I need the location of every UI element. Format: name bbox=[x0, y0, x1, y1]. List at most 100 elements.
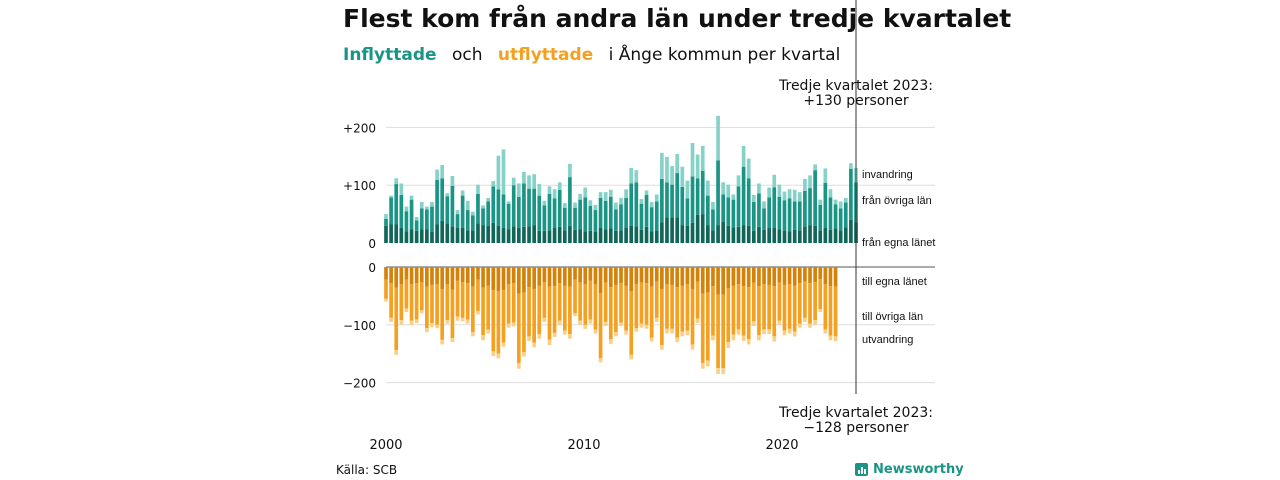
inflow-bar-egna bbox=[414, 230, 419, 243]
outflow-bar-utvandring bbox=[639, 323, 644, 328]
outflow-bar-egna bbox=[695, 267, 700, 282]
annotation-top-line2: +130 personer bbox=[803, 93, 909, 109]
inflow-bar-egna bbox=[557, 226, 562, 243]
inflow-bar-ovriga bbox=[389, 197, 393, 225]
outflow-bar-utvandring bbox=[675, 337, 680, 343]
inflow-bar-invandring bbox=[787, 189, 792, 199]
outflow-bar-egna bbox=[782, 267, 787, 285]
chart-subtitle: Inflyttade och utflyttade i Ånge kommun … bbox=[343, 45, 850, 65]
inflow-bar-invandring bbox=[598, 192, 603, 198]
inflow-bar-invandring bbox=[404, 206, 409, 212]
inflow-bar-egna bbox=[803, 226, 807, 243]
outflow-bar-egna bbox=[660, 267, 664, 289]
outflow-bar-utvandring bbox=[629, 354, 634, 360]
source-note: Källa: SCB bbox=[336, 463, 398, 477]
outflow-bar-ovriga bbox=[552, 286, 557, 333]
outflow-bar-utvandring bbox=[808, 323, 812, 328]
inflow-bar-ovriga bbox=[644, 195, 649, 227]
outflow-bar-egna bbox=[644, 267, 649, 284]
inflow-bar-ovriga bbox=[486, 201, 491, 226]
outflow-bar-utvandring bbox=[797, 323, 802, 328]
outflow-bar-egna bbox=[762, 267, 766, 285]
outflow-bar-utvandring bbox=[598, 358, 603, 363]
outflow-bar-ovriga bbox=[803, 281, 807, 318]
outflow-bar-egna bbox=[588, 267, 593, 281]
inflow-bar-ovriga bbox=[838, 208, 843, 231]
outflow-bar-egna bbox=[440, 267, 445, 289]
outflow-bar-ovriga bbox=[527, 287, 531, 337]
inflow-bar-invandring bbox=[833, 199, 838, 205]
outflow-bar-egna bbox=[665, 267, 669, 285]
outflow-bar-egna bbox=[787, 267, 792, 285]
inflow-bar-egna bbox=[746, 225, 751, 243]
outflow-bar-ovriga bbox=[833, 286, 838, 337]
outflow-bar-utvandring bbox=[767, 329, 771, 335]
outflow-bar-utvandring bbox=[670, 328, 674, 334]
inflow-bar-invandring bbox=[700, 145, 705, 171]
outflow-bar-utvandring bbox=[700, 362, 705, 369]
outflow-bar-ovriga bbox=[629, 291, 634, 355]
outflow-bar-ovriga bbox=[409, 284, 414, 321]
inflow-bar-invandring bbox=[384, 214, 388, 219]
inflow-bar-egna bbox=[757, 226, 761, 243]
inflow-bar-ovriga bbox=[608, 196, 613, 229]
outflow-bar-utvandring bbox=[557, 320, 562, 325]
inflow-bar-invandring bbox=[389, 195, 393, 198]
outflow-bar-ovriga bbox=[603, 282, 608, 322]
outflow-bar-utvandring bbox=[711, 335, 715, 341]
inflow-bar-ovriga bbox=[409, 199, 414, 230]
inflow-bar-egna bbox=[404, 231, 409, 243]
inflow-bar-invandring bbox=[399, 183, 404, 196]
inflow-bar-invandring bbox=[624, 189, 628, 198]
outflow-bar-egna bbox=[506, 267, 511, 285]
outflow-bar-ovriga bbox=[777, 282, 782, 321]
inflow-bar-invandring bbox=[665, 156, 669, 183]
inflow-bar-invandring bbox=[542, 200, 547, 206]
x-tick-label: 2010 bbox=[567, 438, 600, 453]
outflow-bar-utvandring bbox=[746, 339, 751, 345]
outflow-bar-utvandring bbox=[665, 328, 669, 334]
outflow-bar-utvandring bbox=[614, 332, 618, 337]
inflow-bar-egna bbox=[573, 229, 577, 243]
outflow-bar-ovriga bbox=[516, 293, 521, 363]
outflow-bar-utvandring bbox=[445, 320, 450, 324]
inflow-bar-egna bbox=[588, 230, 593, 243]
outflow-bar-utvandring bbox=[496, 353, 501, 359]
inflow-bar-ovriga bbox=[578, 199, 582, 230]
inflow-bar-egna bbox=[660, 222, 664, 243]
outflow-bar-utvandring bbox=[440, 339, 445, 345]
inflow-bar-invandring bbox=[537, 184, 542, 196]
inflow-bar-egna bbox=[843, 227, 848, 243]
inflow-bar-egna bbox=[389, 224, 393, 243]
inflow-bar-ovriga bbox=[787, 198, 792, 232]
inflow-bar-egna bbox=[425, 229, 429, 243]
inflow-bar-egna bbox=[695, 214, 700, 243]
inflow-bar-invandring bbox=[757, 183, 761, 194]
y-tick-label-top: 0 bbox=[368, 237, 376, 251]
outflow-bar-ovriga bbox=[654, 281, 659, 318]
outflow-bar-egna bbox=[670, 267, 674, 285]
outflow-bar-utvandring bbox=[409, 320, 414, 325]
inflow-bar-ovriga bbox=[542, 205, 547, 231]
inflow-bar-ovriga bbox=[425, 209, 429, 230]
outflow-bar-egna bbox=[624, 267, 628, 286]
inflow-bar-invandring bbox=[690, 143, 695, 177]
inflow-bar-ovriga bbox=[828, 197, 833, 230]
outflow-bar-egna bbox=[757, 267, 761, 287]
outflow-bar-egna bbox=[501, 267, 506, 291]
inflow-bar-ovriga bbox=[568, 177, 572, 226]
inflow-bar-egna bbox=[603, 229, 608, 243]
outflow-bar-egna bbox=[818, 267, 823, 280]
outflow-bar-egna bbox=[430, 267, 434, 285]
inflow-bar-invandring bbox=[455, 210, 460, 215]
inflow-bar-invandring bbox=[568, 163, 572, 178]
inflow-bar-ovriga bbox=[547, 193, 552, 231]
outflow-bar-ovriga bbox=[435, 284, 439, 325]
inflow-bar-egna bbox=[700, 214, 705, 243]
outflow-bar-egna bbox=[792, 267, 797, 286]
bar-chart-icon bbox=[855, 463, 868, 476]
inflow-bar-ovriga bbox=[573, 207, 577, 230]
inflow-bar-ovriga bbox=[491, 186, 496, 223]
outflow-bar-ovriga bbox=[542, 282, 547, 318]
outflow-bar-utvandring bbox=[506, 323, 511, 328]
